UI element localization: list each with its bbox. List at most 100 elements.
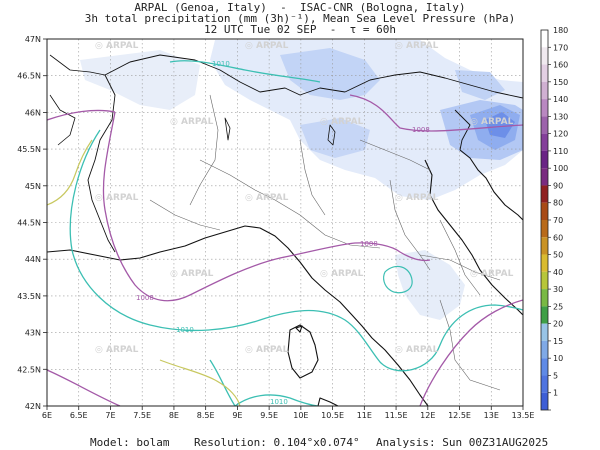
colorbar-label: 100 bbox=[553, 164, 568, 173]
colorbar-swatch bbox=[541, 133, 548, 151]
colorbar-swatch bbox=[541, 168, 548, 186]
colorbar-label: 30 bbox=[553, 285, 563, 294]
colorbar-swatch bbox=[541, 271, 548, 290]
coastline-ligurian bbox=[47, 225, 429, 406]
region-border-9 bbox=[149, 199, 221, 231]
colorbar-swatch bbox=[541, 323, 548, 341]
sardinia-tip bbox=[317, 397, 339, 406]
precip-area-medium-2 bbox=[300, 118, 370, 158]
arpal-watermark: ◎ ARPAL bbox=[245, 193, 289, 203]
colorbar-label: 140 bbox=[553, 95, 568, 104]
lon-label: 9E bbox=[232, 411, 242, 420]
isobar-1008-south bbox=[47, 299, 523, 406]
isobar-label-1008-west: 1008 bbox=[136, 294, 154, 302]
arpal-watermark: ◎ ARPAL bbox=[320, 117, 364, 127]
lat-label: 47N bbox=[25, 35, 41, 44]
colorbar-swatch bbox=[541, 202, 548, 220]
arpal-watermark: ◎ ARPAL bbox=[395, 41, 439, 51]
lat-label: 45N bbox=[25, 182, 41, 191]
lon-label: 10E bbox=[293, 411, 308, 420]
lon-label: 6.5E bbox=[70, 411, 88, 420]
lat-label: 43.5N bbox=[17, 292, 41, 301]
arpal-watermark: ◎ ARPAL bbox=[245, 41, 289, 51]
isobar-label-1010-south: 1010 bbox=[270, 398, 288, 406]
lon-label: 11E bbox=[357, 411, 372, 420]
colorbar-swatch bbox=[541, 185, 548, 203]
isobar-1008-north bbox=[47, 94, 523, 132]
colorbar-label: 15 bbox=[553, 337, 563, 346]
colorbar-swatch bbox=[541, 392, 548, 410]
lake-garda bbox=[327, 124, 336, 146]
lon-label: 6E bbox=[42, 411, 52, 420]
colorbar-swatch bbox=[541, 47, 548, 65]
lon-label: 9.5E bbox=[260, 411, 278, 420]
lat-label: 42N bbox=[25, 402, 41, 411]
map-footer: Model: bolam Resolution: 0.104°x0.074° A… bbox=[0, 437, 600, 450]
header-institutions: ARPAL (Genoa, Italy) - ISAC-CNR (Bologna… bbox=[134, 1, 466, 14]
colorbar-label: 170 bbox=[553, 43, 568, 52]
isobar-label-1008-east: 1008 bbox=[412, 126, 430, 134]
border-france-italy bbox=[87, 74, 116, 253]
arpal-watermark: ◎ ARPAL bbox=[395, 345, 439, 355]
lon-label: 7.5E bbox=[133, 411, 151, 420]
border-swiss bbox=[104, 54, 346, 96]
colorbar-label: 50 bbox=[553, 251, 563, 260]
coastlines-borders bbox=[47, 54, 523, 406]
arpal-watermark: ◎ ARPAL bbox=[470, 117, 514, 127]
colorbar-label: 60 bbox=[553, 233, 563, 242]
colorbar-label: 120 bbox=[553, 130, 568, 139]
colorbar-swatch bbox=[541, 237, 548, 255]
precip-area-west bbox=[80, 50, 200, 110]
arpal-watermark: ◎ ARPAL bbox=[470, 269, 514, 279]
isobar-label-1010-north: 1010 bbox=[212, 60, 230, 68]
region-border-2 bbox=[189, 94, 219, 206]
lon-label: 12.5E bbox=[448, 411, 471, 420]
coastline-istria bbox=[459, 149, 523, 221]
footer-model: Model: bolam bbox=[90, 436, 170, 449]
colorbar-label: 25 bbox=[553, 302, 563, 311]
region-border-7 bbox=[359, 139, 431, 171]
border-lakes bbox=[49, 54, 106, 146]
lat-label: 43N bbox=[25, 329, 41, 338]
colorbar-swatch bbox=[541, 289, 548, 307]
colorbar-swatch bbox=[541, 358, 548, 376]
precip-area-adriatic bbox=[395, 250, 465, 320]
isobar-1012-west bbox=[47, 139, 93, 206]
lon-label: 7E bbox=[105, 411, 115, 420]
lon-label: 12E bbox=[420, 411, 435, 420]
colorbar-label: 1 bbox=[553, 389, 558, 398]
header-fields: 3h total precipitation (mm (3h)⁻¹), Mean… bbox=[84, 12, 516, 25]
isobar-1012-south bbox=[159, 359, 241, 406]
lat-label: 45.5N bbox=[17, 145, 41, 154]
lon-label: 8E bbox=[169, 411, 179, 420]
colorbar-label: 90 bbox=[553, 181, 563, 190]
isobar-label-1010-west: 1010 bbox=[176, 326, 194, 334]
lake-maggiore bbox=[224, 117, 231, 141]
region-border-3 bbox=[299, 139, 326, 216]
isobar-1010-south bbox=[234, 394, 319, 406]
island-elba bbox=[295, 325, 303, 333]
colorbar-swatch bbox=[541, 375, 548, 393]
border-slovenia bbox=[454, 109, 471, 151]
watermarks: ◎ ARPAL ◎ ARPAL ◎ ARPAL ◎ ARPAL ◎ ARPAL ◎ ARP… bbox=[95, 41, 514, 355]
lon-label: 11.5E bbox=[385, 411, 408, 420]
colorbar-swatch bbox=[541, 64, 548, 82]
colorbar-label: 150 bbox=[553, 78, 568, 87]
longitude-labels: 6E 6.5E 7E 7.5E 8E 8.5E 9E 9.5E 10E 10.5E 11E 11.5E… bbox=[42, 406, 534, 420]
arpal-watermark: ◎ ARPAL bbox=[320, 269, 364, 279]
colorbar-label: 40 bbox=[553, 268, 563, 277]
isobar-1010-north bbox=[169, 60, 321, 83]
coastline-adriatic bbox=[424, 159, 523, 316]
colorbar-label: 10 bbox=[553, 354, 563, 363]
lat-label: 46N bbox=[25, 108, 41, 117]
precipitation-colorbar: 1801701601501401301201101009080706050403… bbox=[540, 26, 568, 411]
isobar-1008-central bbox=[102, 111, 431, 302]
colorbar-swatch bbox=[541, 99, 548, 117]
isobar-label-1008-central: 1008 bbox=[360, 240, 378, 248]
region-border-1 bbox=[199, 159, 381, 249]
colorbar-swatch bbox=[541, 220, 548, 238]
map-header: ARPAL (Genoa, Italy) - ISAC-CNR (Bologna… bbox=[0, 2, 600, 35]
region-border-5 bbox=[439, 219, 481, 296]
corsica-coast bbox=[287, 324, 319, 379]
